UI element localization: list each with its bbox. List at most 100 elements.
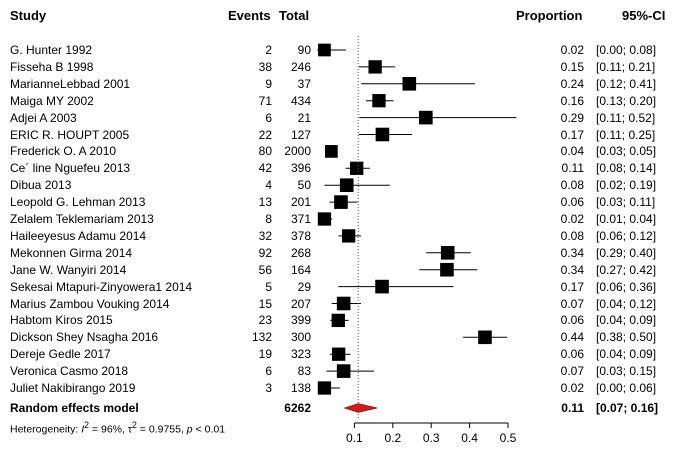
- x-tick-label: 0.2: [384, 431, 401, 445]
- study-name: Ce´ line Nguefeu 2013: [10, 161, 131, 176]
- study-total: 21: [297, 110, 311, 125]
- study-point-square: [372, 94, 386, 108]
- study-name: G. Hunter 1992: [10, 43, 93, 57]
- study-name: Frederick O. A 2010: [10, 144, 117, 159]
- study-point-square: [375, 279, 389, 294]
- study-events: 3: [265, 381, 272, 395]
- summary-total: 6262: [284, 401, 311, 415]
- study-name: Jane W. Wanyiri 2014: [10, 262, 127, 277]
- study-total: 268: [290, 245, 311, 260]
- header-study: Study: [10, 8, 47, 23]
- study-proportion: 0.34: [560, 245, 584, 260]
- study-name: Haileeyesus Adamu 2014: [10, 228, 147, 243]
- study-ci: [0.04; 0.09]: [596, 347, 657, 362]
- study-proportion: 0.07: [560, 296, 584, 311]
- study-events: 132: [251, 330, 272, 345]
- study-point-square: [334, 195, 348, 209]
- study-point-square: [419, 110, 433, 125]
- study-events: 42: [258, 161, 272, 176]
- het-p-value: < 0.01: [192, 423, 226, 436]
- study-ci: [0.11; 0.52]: [596, 110, 656, 125]
- het-p-label: p: [186, 423, 193, 436]
- study-total: 378: [290, 228, 311, 243]
- study-events: 19: [258, 347, 272, 362]
- study-name: Mekonnen Girma 2014: [10, 245, 133, 260]
- x-tick-label: 0.5: [500, 431, 517, 445]
- study-total: 138: [290, 381, 311, 395]
- study-point-square: [478, 330, 492, 345]
- study-proportion: 0.06: [560, 313, 584, 328]
- study-events: 38: [258, 59, 272, 74]
- study-point-square: [350, 161, 364, 175]
- study-events: 4: [265, 178, 272, 193]
- x-tick-label: 0.3: [423, 431, 440, 445]
- study-total: 246: [290, 59, 311, 74]
- study-ci: [0.03; 0.05]: [596, 144, 657, 159]
- study-name: Dickson Shey Nsagha 2016: [10, 330, 159, 345]
- header-events: Events: [228, 8, 271, 23]
- study-total: 83: [297, 364, 311, 379]
- study-name: MarianneLebbad 2001: [10, 76, 131, 91]
- study-name: Dibua 2013: [10, 178, 72, 193]
- het-tau2-value: = 0.9755,: [136, 423, 187, 436]
- study-point-square: [368, 60, 382, 74]
- study-name: Juliet Nakibirango 2019: [10, 381, 136, 395]
- header-proportion: Proportion: [516, 8, 583, 23]
- study-name: Adjei A 2003: [10, 110, 77, 125]
- study-point-square: [331, 313, 345, 328]
- study-proportion: 0.04: [560, 144, 584, 159]
- study-ci: [0.04; 0.09]: [596, 313, 657, 328]
- study-ci: [0.03; 0.15]: [596, 364, 657, 379]
- study-total: 323: [290, 347, 311, 362]
- study-ci: [0.13; 0.20]: [596, 93, 657, 108]
- study-total: 50: [297, 178, 311, 193]
- study-proportion: 0.16: [560, 93, 584, 108]
- study-ci: [0.03; 0.11]: [596, 195, 656, 210]
- study-events: 92: [258, 245, 272, 260]
- het-prefix: Heterogeneity:: [10, 423, 82, 436]
- study-total: 396: [290, 161, 311, 176]
- study-ci: [0.11; 0.25]: [596, 127, 656, 142]
- study-events: 9: [265, 76, 272, 91]
- study-ci: [0.08; 0.14]: [596, 161, 657, 176]
- het-i2-value: = 96%,: [89, 423, 128, 436]
- study-proportion: 0.17: [560, 279, 584, 294]
- study-proportion: 0.44: [560, 330, 584, 345]
- study-point-square: [440, 246, 455, 260]
- study-proportion: 0.08: [560, 178, 584, 193]
- study-total: 399: [290, 313, 311, 328]
- study-proportion: 0.02: [560, 43, 584, 57]
- study-events: 23: [258, 313, 272, 328]
- summary-diamond: [343, 403, 378, 413]
- study-proportion: 0.07: [560, 364, 584, 379]
- study-total: 207: [290, 296, 311, 311]
- study-proportion: 0.08: [560, 228, 584, 243]
- summary-ci: [0.07; 0.16]: [596, 401, 659, 415]
- study-point-square: [318, 43, 331, 57]
- study-total: 29: [297, 279, 311, 294]
- study-total: 90: [297, 43, 311, 57]
- study-ci: [0.06; 0.12]: [596, 228, 657, 243]
- study-ci: [0.00; 0.06]: [596, 381, 657, 395]
- study-proportion: 0.24: [560, 76, 584, 91]
- study-point-square: [317, 212, 332, 226]
- study-events: 15: [258, 296, 272, 311]
- study-events: 56: [258, 262, 272, 277]
- study-point-square: [375, 127, 390, 142]
- study-name: Veronica Casmo 2018: [10, 364, 129, 379]
- study-events: 2: [265, 43, 272, 57]
- study-point-square: [336, 296, 351, 311]
- study-proportion: 0.11: [561, 161, 584, 176]
- study-name: Habtom Kiros 2015: [10, 313, 113, 328]
- study-events: 8: [265, 212, 272, 226]
- study-ci: [0.04; 0.12]: [596, 296, 657, 311]
- summary-label: Random effects model: [10, 401, 139, 415]
- summary-proportion: 0.11: [561, 401, 584, 415]
- study-proportion: 0.29: [560, 110, 584, 125]
- study-proportion: 0.02: [560, 212, 584, 226]
- study-point-square: [332, 347, 346, 361]
- study-total: 201: [290, 195, 311, 210]
- study-events: 22: [258, 127, 272, 142]
